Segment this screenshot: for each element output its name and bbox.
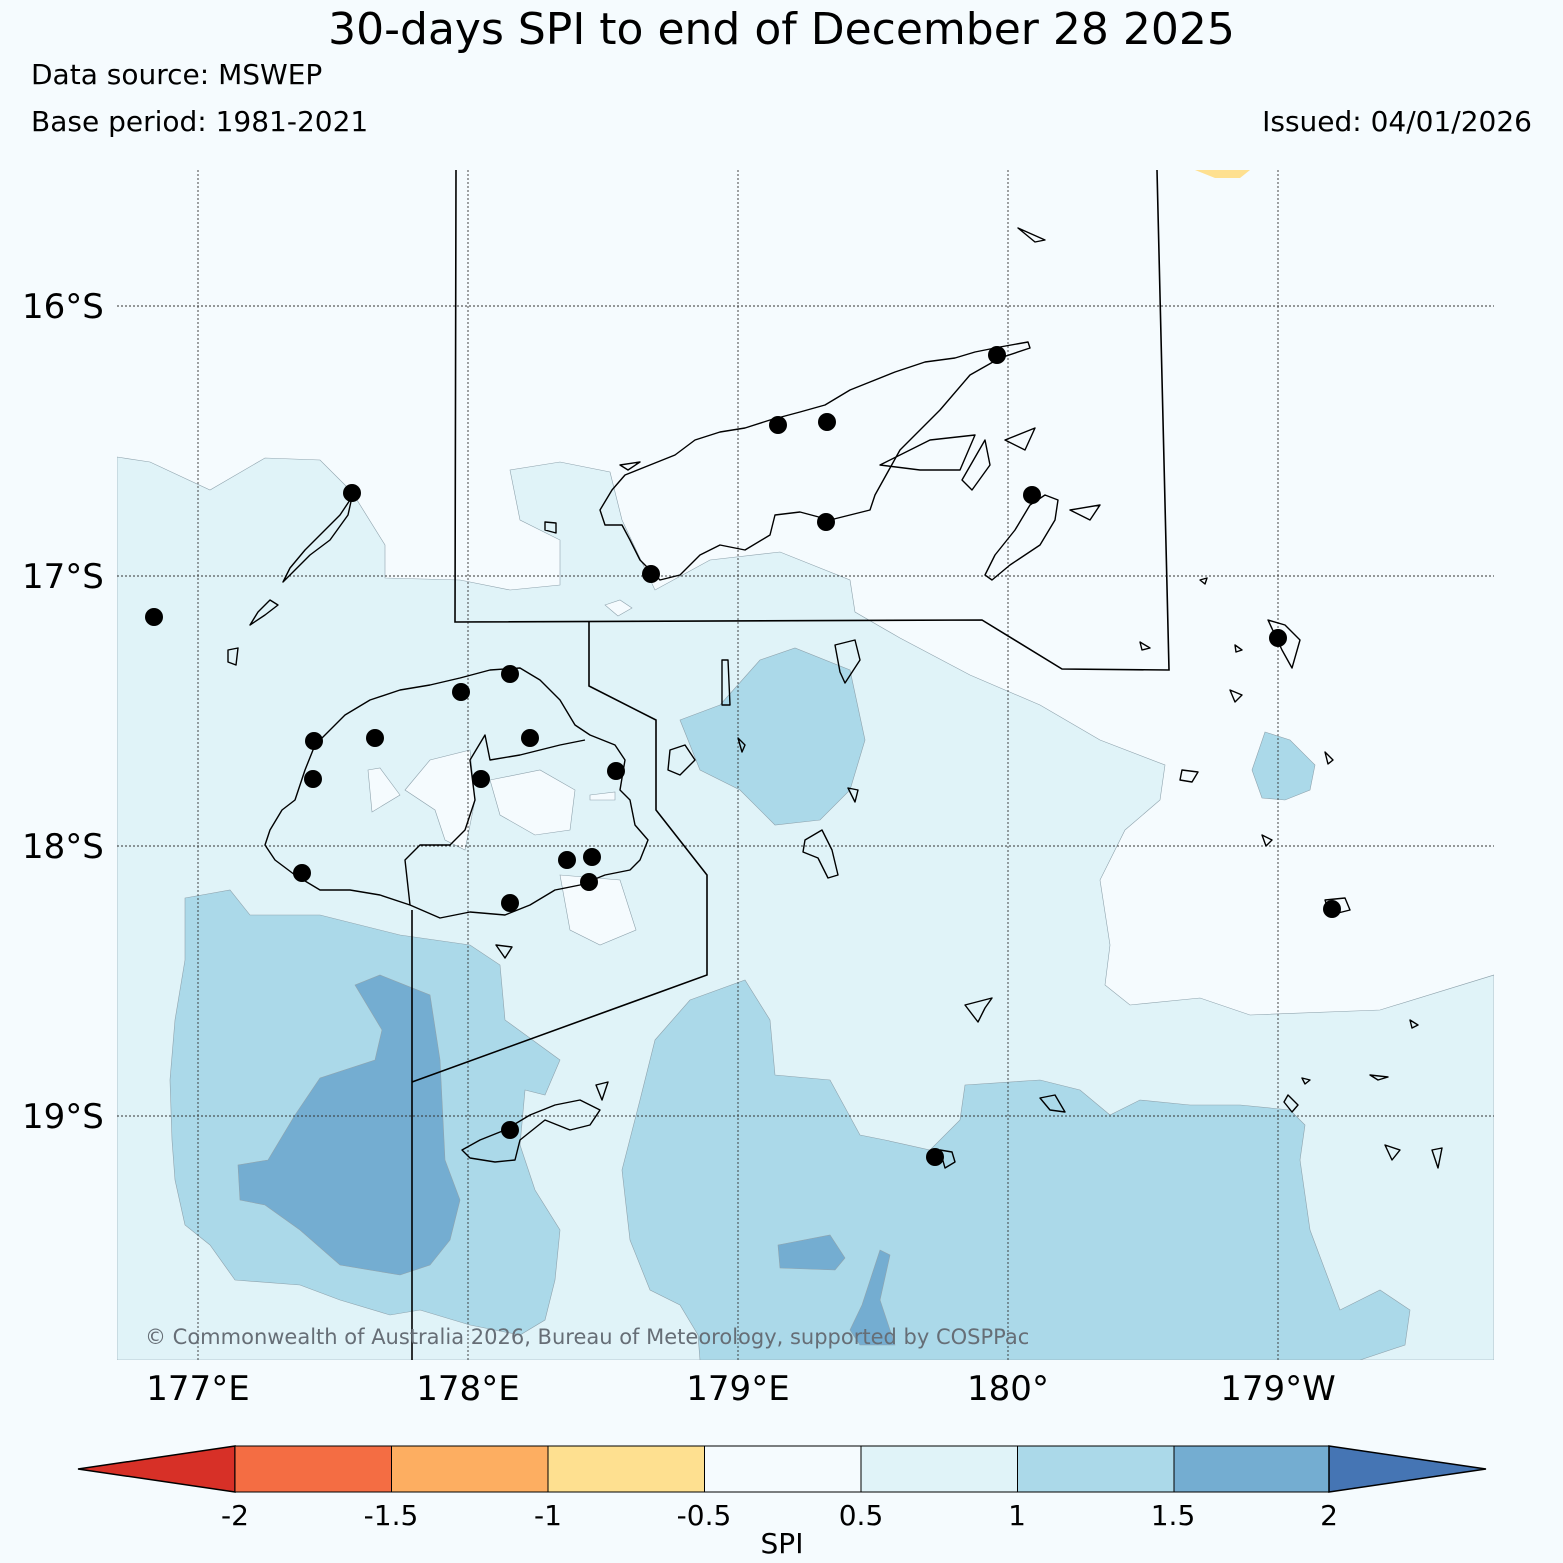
lat-label-19s: 19°S (22, 1097, 104, 1137)
spi-contours: © Commonwealth of Australia 2026, Bureau… (117, 170, 1494, 1360)
island-yasawa (227, 496, 353, 666)
station-marker (501, 665, 519, 683)
base-period: Base period: 1981-2021 (31, 105, 369, 138)
lat-label-18s: 18°S (22, 827, 104, 867)
island-taveuni (984, 494, 1059, 581)
spi-1-5-to-2-region (849, 1249, 896, 1346)
station-marker (580, 873, 598, 891)
station-marker (501, 894, 519, 912)
station-marker (818, 413, 836, 431)
coastlines (227, 227, 1443, 1169)
map-title: 30-days SPI to end of December 28 2025 (328, 4, 1235, 55)
colorbar-high-extend (1328, 1445, 1487, 1493)
island-gau (802, 829, 839, 879)
colorbar-tick-label: 2 (1320, 1499, 1338, 1532)
colorbar-segment (704, 1445, 862, 1493)
station-marker (343, 484, 361, 502)
station-marker (501, 1121, 519, 1139)
spi-1-to-1-5-region (1251, 731, 1316, 801)
colorbar-tick-label: 1 (1008, 1499, 1026, 1532)
station-marker (769, 416, 787, 434)
colorbar-tick-label: -2 (221, 1499, 249, 1532)
island-ovalau (667, 744, 696, 776)
data-source: Data source: MSWEP (31, 58, 323, 91)
station-marker (558, 851, 576, 869)
station-marker (293, 864, 311, 882)
colorbar-segment (234, 1445, 392, 1493)
spi-minus-1-to-minus-0-5-region (1195, 170, 1250, 178)
lon-label-177e: 177°E (146, 1369, 249, 1409)
colorbar-segment (1173, 1445, 1330, 1493)
island-moala (964, 997, 993, 1023)
station-marker (1023, 486, 1041, 504)
colorbar-tick-label: 1.5 (1151, 1499, 1196, 1532)
colorbar-segment (547, 1445, 705, 1493)
station-marker (452, 683, 470, 701)
island-lau (939, 619, 1351, 1169)
station-marker (1323, 900, 1341, 918)
colorbar-tick-label: 0.5 (839, 1499, 884, 1532)
station-marker (304, 770, 322, 788)
colorbar-tick-label: -0.5 (677, 1499, 732, 1532)
colorbar-low-extend (77, 1445, 236, 1493)
lat-label-17s: 17°S (22, 557, 104, 597)
copyright-notice: © Commonwealth of Australia 2026, Bureau… (145, 1325, 1029, 1349)
station-marker (926, 1148, 944, 1166)
island-small (495, 227, 1443, 1169)
station-marker (145, 608, 163, 626)
colorbar: -2 -1.5 -1 -0.5 0.5 1 1.5 2 SPI (77, 1445, 1487, 1560)
station-marker (305, 732, 323, 750)
colorbar-tick-label: -1 (534, 1499, 562, 1532)
colorbar-segment (860, 1445, 1018, 1493)
colorbar-title: SPI (761, 1527, 804, 1560)
lat-label-16s: 16°S (22, 287, 104, 327)
colorbar-segment (1017, 1445, 1175, 1493)
spi-near-normal-island (367, 599, 637, 946)
rain-stations (145, 346, 1341, 1166)
island-vanua-levu (599, 341, 1031, 581)
lon-label-179e: 179°E (686, 1369, 789, 1409)
longitude-axis: 177°E 178°E 179°E 180° 179°W (146, 1369, 1335, 1409)
island-viti-levu (264, 667, 649, 919)
spi-1-to-1-5-region (679, 647, 866, 826)
colorbar-segment (391, 1445, 549, 1493)
latitude-axis: 16°S 17°S 18°S 19°S (22, 287, 104, 1137)
station-marker (607, 762, 625, 780)
island-koro (834, 639, 861, 684)
spi-1-5-to-2-region (777, 1234, 846, 1271)
lon-label-179w: 179°W (1220, 1369, 1336, 1409)
lon-label-178e: 178°E (416, 1369, 519, 1409)
station-marker (988, 346, 1006, 364)
station-marker (521, 729, 539, 747)
station-marker (817, 513, 835, 531)
station-marker (1269, 629, 1287, 647)
issued-date: Issued: 04/01/2026 (1262, 105, 1532, 138)
station-marker (642, 565, 660, 583)
spi-1-5-to-2-region (237, 974, 461, 1276)
lon-label-180: 180° (967, 1369, 1049, 1409)
graticule (117, 170, 1494, 1360)
station-marker (366, 729, 384, 747)
colorbar-tick-label: -1.5 (364, 1499, 419, 1532)
station-marker (583, 848, 601, 866)
station-marker (472, 770, 490, 788)
division-boundaries (411, 170, 1170, 1360)
